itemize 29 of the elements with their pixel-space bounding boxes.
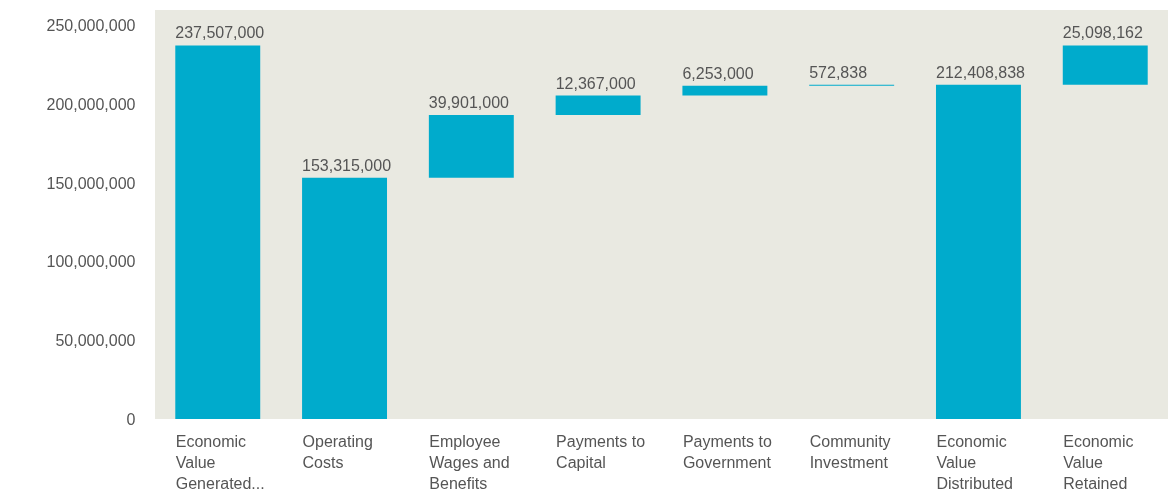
bar — [428, 115, 514, 178]
y-tick-label: 50,000,000 — [55, 331, 136, 349]
bar — [682, 85, 768, 96]
data-label: 153,315,000 — [302, 156, 392, 174]
data-label: 572,838 — [809, 63, 868, 81]
x-tick-label: Economic Value Retained — [1063, 432, 1134, 492]
bar — [935, 84, 1021, 419]
y-tick-label: 150,000,000 — [46, 174, 136, 192]
x-tick-label: Payments to Capital — [556, 432, 646, 471]
data-label: 6,253,000 — [682, 64, 754, 82]
x-tick-label: Economic Value Generated... — [175, 432, 265, 492]
x-tick-label: Employee Wages and Benefits — [429, 432, 510, 492]
y-tick-label: 200,000,000 — [46, 95, 136, 113]
x-tick-label: Operating Costs — [302, 432, 373, 471]
data-label: 25,098,162 — [1062, 24, 1143, 42]
bar — [175, 45, 261, 419]
x-tick-label: Economic Value Distributed — [936, 432, 1013, 492]
data-label: 39,901,000 — [428, 94, 510, 112]
data-label: 212,408,838 — [935, 63, 1026, 81]
y-tick-label: 250,000,000 — [46, 17, 136, 35]
data-label: 12,367,000 — [555, 74, 636, 92]
x-tick-label: Community Investment — [809, 432, 891, 471]
y-tick-label: 0 — [126, 410, 136, 428]
y-tick-label: 100,000,000 — [46, 253, 136, 271]
bar — [302, 177, 388, 419]
x-tick-label: Payments to Government — [682, 432, 772, 471]
bar — [1062, 45, 1148, 85]
bar — [555, 95, 641, 116]
data-label: 237,507,000 — [175, 24, 265, 42]
